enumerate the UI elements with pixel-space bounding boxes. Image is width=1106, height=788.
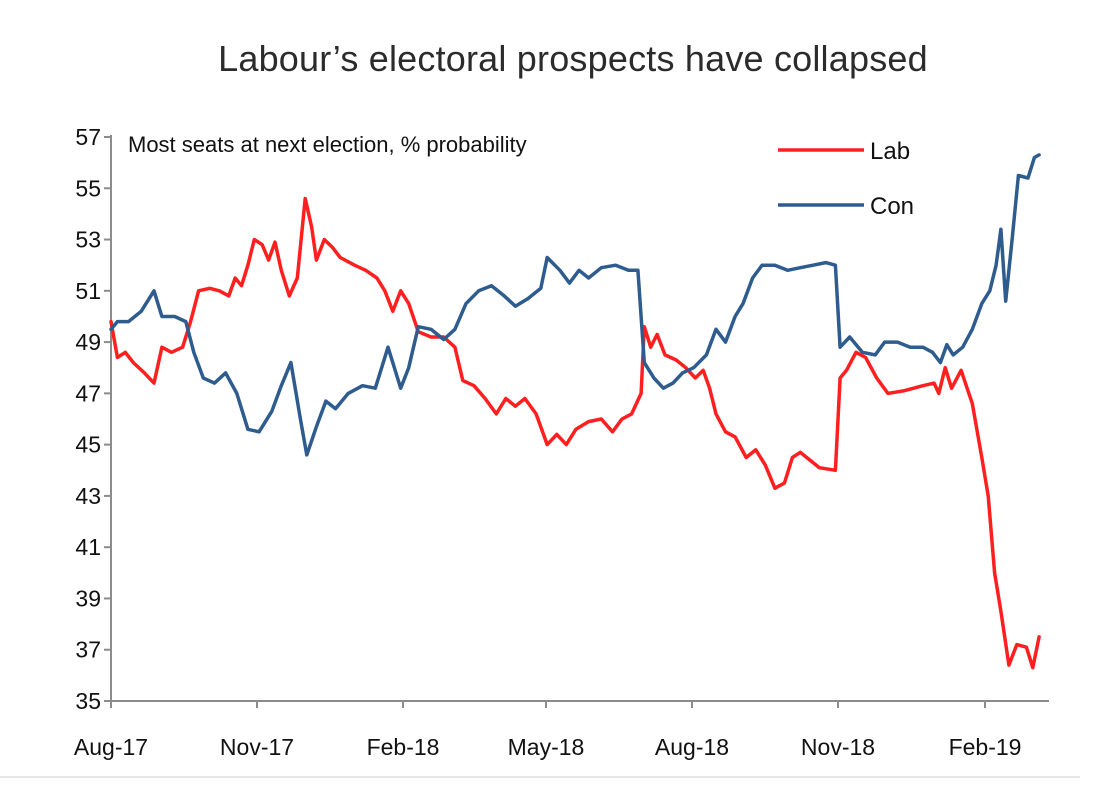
legend: Lab Con xyxy=(778,138,914,220)
x-tick-label: Aug-18 xyxy=(655,734,729,760)
x-tick-label: Nov-17 xyxy=(220,734,294,760)
x-tick-label: Nov-18 xyxy=(801,734,875,760)
x-tick-label: May-18 xyxy=(508,734,585,760)
bottom-divider xyxy=(0,776,1080,778)
legend-label-lab: Lab xyxy=(870,138,910,165)
series-layer xyxy=(109,153,1041,670)
y-tick-label: 37 xyxy=(75,637,101,663)
y-tick-label: 55 xyxy=(75,175,101,201)
y-tick-label: 53 xyxy=(75,227,101,253)
y-tick-label: 43 xyxy=(75,483,101,509)
x-tick-label: Feb-19 xyxy=(949,734,1022,760)
y-tick-label: 51 xyxy=(75,278,101,304)
series-line-con xyxy=(109,153,1041,457)
y-tick-label: 35 xyxy=(75,688,101,714)
series-line-lab xyxy=(109,196,1041,670)
y-tick-label: 45 xyxy=(75,432,101,458)
y-tick-label: 39 xyxy=(75,585,101,611)
y-tick-label: 57 xyxy=(75,124,101,150)
axes: 57 55 53 51 49 47 45 43 41 39 37 35 Aug-17 Nov-17 Feb-… xyxy=(74,124,1049,760)
y-tick-label: 47 xyxy=(75,380,101,406)
y-tick-label: 49 xyxy=(75,329,101,355)
legend-label-con: Con xyxy=(870,193,914,220)
x-tick-label: Feb-18 xyxy=(367,734,440,760)
chart-title: Labour’s electoral prospects have collap… xyxy=(218,38,928,79)
y-tick-label: 41 xyxy=(75,534,101,560)
x-tick-label: Aug-17 xyxy=(74,734,148,760)
chart-subtitle: Most seats at next election, % probabili… xyxy=(128,132,527,157)
